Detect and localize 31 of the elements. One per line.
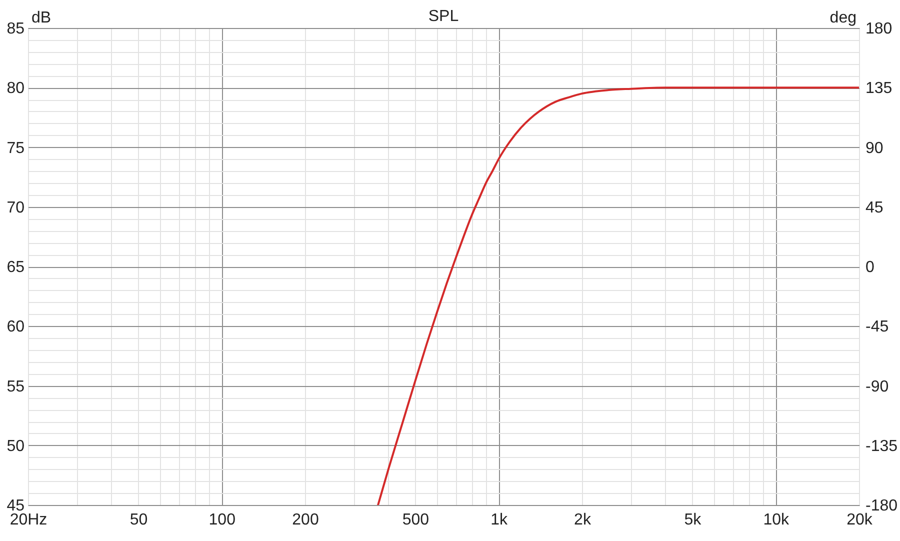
- x-tick-label: 5k: [684, 512, 702, 528]
- y-tick-label: 70: [6, 199, 25, 216]
- x-tick-label: 100: [208, 512, 236, 528]
- x-tick-label: 50: [130, 512, 148, 528]
- y-axis-title: dB: [32, 10, 52, 26]
- x-tick-label: 10k: [763, 512, 790, 528]
- y-tick-label: 75: [6, 140, 25, 157]
- y2-tick-label: 90: [866, 140, 884, 157]
- y-tick-label: 80: [6, 80, 25, 98]
- y-tick-label: 85: [6, 20, 25, 38]
- y2-tick-label: 0: [866, 259, 874, 276]
- y-tick-label: 60: [6, 318, 25, 336]
- y2-tick-label: -90: [866, 378, 889, 396]
- y2-axis-title: deg: [830, 10, 856, 26]
- x-tick-label: 1k: [490, 512, 509, 528]
- y2-tick-label: -45: [866, 318, 889, 336]
- x-tick-label: 20Hz: [10, 512, 48, 528]
- x-tick-label: 2k: [574, 512, 592, 528]
- y2-tick-label: -180: [866, 498, 898, 514]
- y-tick-label: 65: [6, 259, 25, 276]
- y2-tick-label: -135: [866, 438, 898, 455]
- chart-title: SPL: [428, 8, 459, 25]
- y2-tick-label: 180: [866, 20, 892, 38]
- y-tick-label: 55: [6, 378, 25, 396]
- x-tick-label: 20k: [846, 512, 874, 528]
- y2-tick-label: 45: [866, 199, 884, 216]
- y-tick-label: 50: [6, 438, 25, 455]
- y2-tick-label: 135: [866, 80, 892, 98]
- x-tick-label: 500: [402, 512, 430, 528]
- y-tick-label: 45: [6, 498, 25, 514]
- x-tick-label: 200: [292, 512, 319, 528]
